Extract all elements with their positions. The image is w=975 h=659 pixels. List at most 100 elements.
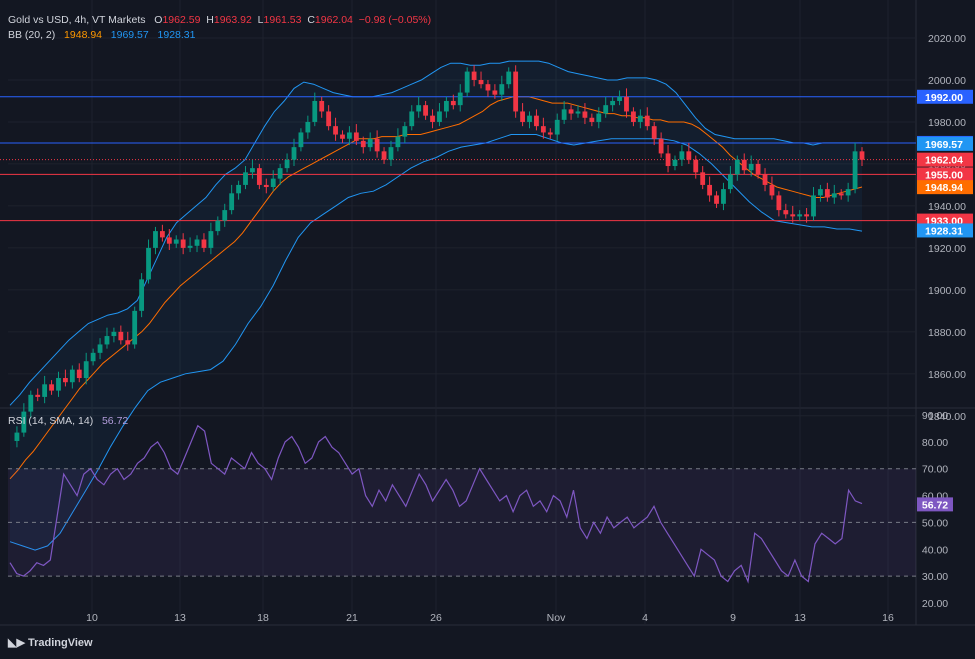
price-tag xyxy=(917,223,973,238)
candle-body xyxy=(492,90,498,95)
candle-body xyxy=(824,189,830,198)
rsi-tick-label: 30.00 xyxy=(922,571,948,583)
bb-basis-value: 1948.94 xyxy=(64,29,103,41)
candle-body xyxy=(201,239,207,248)
time-tick-label: 9 xyxy=(730,612,736,624)
rsi-tick-label: 40.00 xyxy=(922,544,948,556)
candle-body xyxy=(367,138,373,148)
price-tag xyxy=(917,180,973,195)
candle-body xyxy=(693,159,699,173)
candle-body xyxy=(256,168,262,185)
level-tag-label: 1992.00 xyxy=(925,92,963,104)
candle-body xyxy=(478,79,484,85)
candle-body xyxy=(727,174,733,190)
candle-body xyxy=(534,115,539,127)
rsi-band-fill xyxy=(8,468,916,577)
tradingview-logo[interactable]: ◣▶ TradingView xyxy=(8,636,93,649)
candle-body xyxy=(783,210,789,215)
candle-body xyxy=(360,140,366,148)
level-tag xyxy=(917,167,973,182)
price-tag xyxy=(917,152,973,167)
candle-body xyxy=(499,84,505,95)
candle-body xyxy=(776,195,782,211)
ohlc-legend: Gold vs USD, 4h, VT Markets O1962.59 H19… xyxy=(8,14,431,26)
candle-body xyxy=(409,111,415,127)
candle-body xyxy=(298,132,304,148)
candle-body xyxy=(811,195,816,217)
price-tag-label: 1948.94 xyxy=(925,182,963,194)
candle-body xyxy=(589,117,595,122)
candle-body xyxy=(118,331,124,341)
candle-body xyxy=(166,237,172,244)
candle-body xyxy=(762,174,768,185)
candle-body xyxy=(596,113,602,122)
candle-body xyxy=(326,111,332,127)
candle-body xyxy=(277,168,283,179)
candle-body xyxy=(395,136,401,148)
candle-body xyxy=(139,279,145,311)
candle-body xyxy=(63,378,68,383)
candle-body xyxy=(76,369,82,379)
candle-body xyxy=(852,151,858,190)
candle-body xyxy=(21,411,27,433)
candle-body xyxy=(734,159,740,175)
candle-body xyxy=(270,178,276,188)
candle-body xyxy=(333,126,338,135)
candle-body xyxy=(658,138,664,154)
candle-body xyxy=(284,159,290,169)
rsi-tag-label: 56.72 xyxy=(922,499,948,511)
close-value: 1962.04 xyxy=(314,14,353,26)
candle-body xyxy=(568,109,574,114)
bb-upper-value: 1969.57 xyxy=(110,29,149,41)
candle-body xyxy=(506,71,512,85)
candle-body xyxy=(28,394,34,412)
time-tick-label: 13 xyxy=(174,612,186,624)
candle-body xyxy=(755,163,761,175)
candle-body xyxy=(104,336,110,345)
candle-body xyxy=(111,331,117,337)
candle-body xyxy=(804,214,809,217)
rsi-tick-label: 50.00 xyxy=(922,517,948,529)
rsi-legend: RSI (14, SMA, 14) 56.72 xyxy=(8,415,128,427)
candle-body xyxy=(582,111,588,118)
tradingview-logo-text: TradingView xyxy=(27,637,93,649)
candle-body xyxy=(381,151,387,160)
price-tick-label: 2020.00 xyxy=(928,33,966,45)
bb-fill xyxy=(10,61,862,551)
close-label: C xyxy=(307,14,315,26)
candle-body xyxy=(540,126,546,133)
candle-body xyxy=(721,189,726,204)
candle-body xyxy=(14,432,20,441)
price-tag-label: 1962.04 xyxy=(925,155,963,167)
open-value: 1962.59 xyxy=(162,14,201,26)
rsi-tick-label: 20.00 xyxy=(922,598,948,610)
rsi-tick-label: 80.00 xyxy=(922,437,948,449)
candle-body xyxy=(651,126,657,139)
candle-body xyxy=(561,109,567,120)
price-tick-label: 1840.00 xyxy=(928,411,966,423)
rsi-tick-label: 70.00 xyxy=(922,464,948,476)
candle-body xyxy=(42,384,48,397)
candle-body xyxy=(319,100,325,112)
rsi-tick-label: 90.00 xyxy=(922,410,948,422)
candle-body xyxy=(347,132,352,139)
level-tag xyxy=(917,89,973,104)
time-tick-label: 18 xyxy=(257,612,269,624)
time-tick-label: 10 xyxy=(86,612,98,624)
candle-body xyxy=(686,151,692,160)
price-tick-label: 1940.00 xyxy=(928,201,966,213)
time-tick-label: 16 xyxy=(882,612,894,624)
candle-body xyxy=(859,151,865,160)
candle-body xyxy=(665,153,671,167)
candle-body xyxy=(554,119,560,135)
candle-body xyxy=(838,193,844,196)
candle-body xyxy=(471,71,477,80)
candle-body xyxy=(672,159,678,167)
candle-body xyxy=(250,168,255,173)
candle-body xyxy=(575,111,581,114)
candle-body xyxy=(797,214,803,217)
candle-body xyxy=(624,96,629,112)
candle-body xyxy=(547,132,553,135)
low-label: L xyxy=(257,14,264,26)
